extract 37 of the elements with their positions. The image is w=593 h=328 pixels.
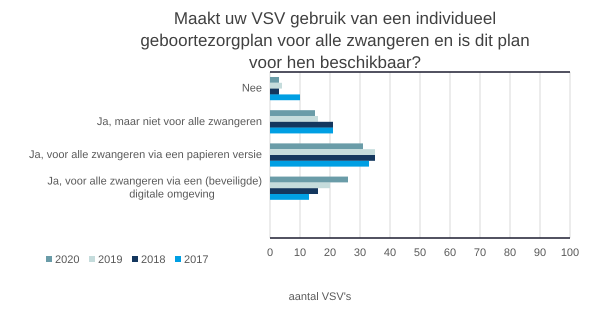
x-tick-label: 70 [474,247,486,259]
bar [270,194,309,200]
x-tick-label: 0 [266,247,274,259]
bar [270,88,279,94]
x-tick-label: 10 [294,247,306,259]
x-axis-title: aantal VSV's [288,291,352,303]
bar [270,149,375,155]
bar [270,128,333,134]
bar [270,110,315,116]
bar [270,116,318,122]
bar [270,155,375,161]
legend-label: 2017 [184,254,208,266]
x-tick-label: 20 [324,247,336,259]
legend-label: 2019 [98,254,122,266]
x-tick-label: 60 [444,247,456,259]
bar [270,82,282,89]
x-tick-label: 50 [414,247,426,259]
y-tick-label: Ja, maar niet voor alle zwangeren [96,116,262,128]
legend-label: 2020 [55,254,80,266]
y-tick-label: Ja, voor alle zwangeren via een (beveiligde) digitale omgeving [47,176,262,201]
bar [270,160,369,167]
y-tick-label: Ja, voor alle zwangeren via een papieren versie [29,148,262,161]
x-tick-label: 30 [354,247,366,259]
bar [270,188,318,194]
bar [270,76,279,83]
bar [270,94,300,100]
y-tick-label: Nee [242,82,262,95]
bar [270,143,363,150]
bar [270,176,348,182]
bar [270,182,330,188]
x-tick-label: 80 [504,247,516,259]
bar [270,122,333,128]
x-tick-label: 40 [384,247,396,259]
x-tick-label: 100 [560,247,580,259]
x-tick-label: 90 [534,247,546,259]
legend-label: 2018 [141,254,166,266]
chart-title: Maakt uw VSV gebruik van een individueel geboortezorgplan voor alle zwangeren en is dit plan voor hen beschikbaar? [140,9,530,72]
